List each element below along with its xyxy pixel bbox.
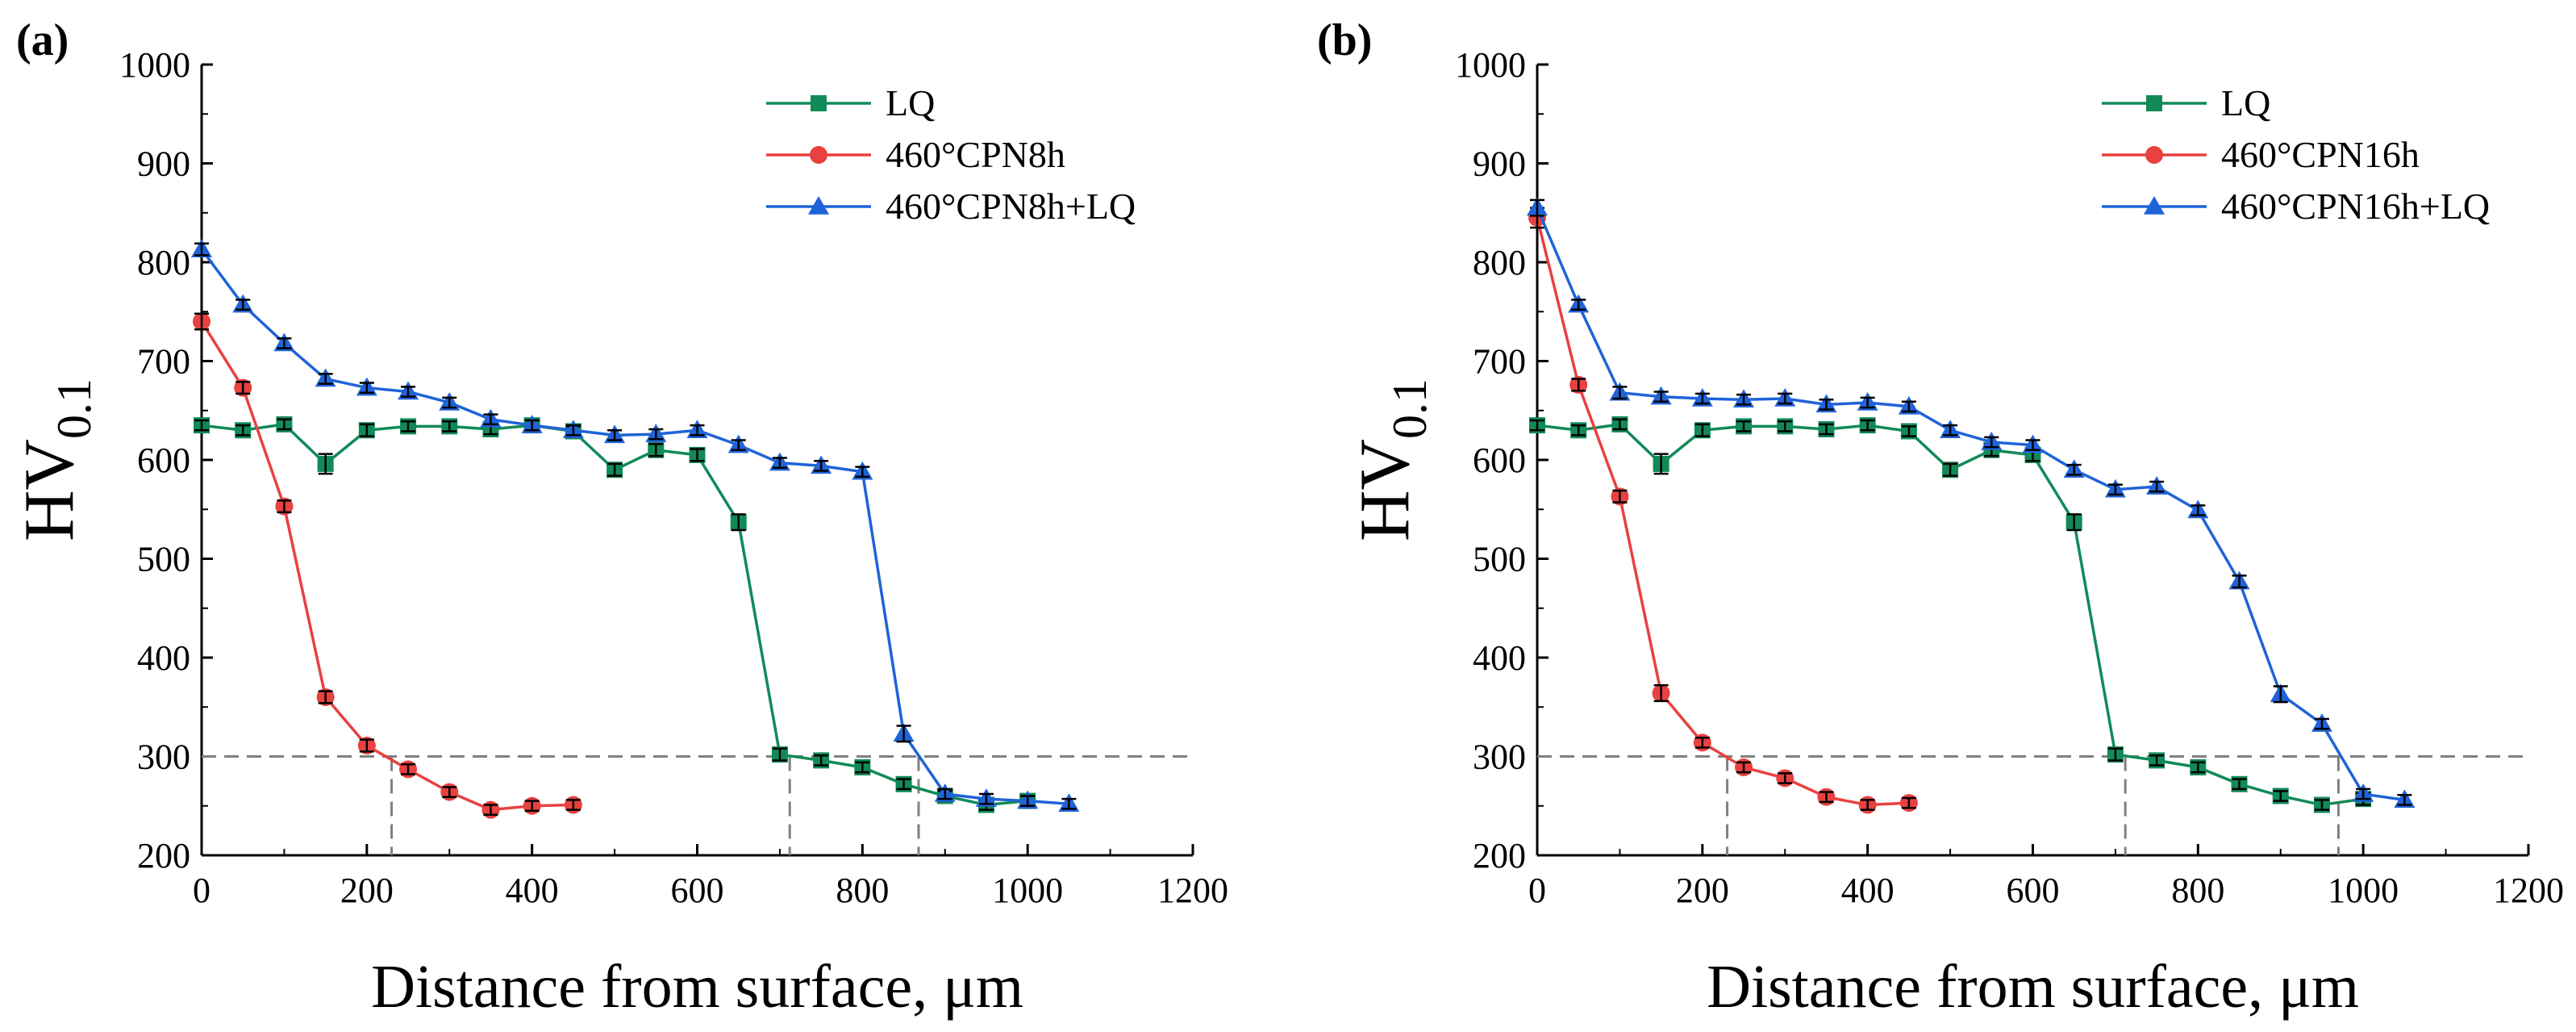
y-tick-label: 300	[137, 737, 190, 777]
y-tick-label: 800	[1473, 243, 1526, 282]
series-line	[200, 320, 573, 812]
y-tick-label: 400	[137, 638, 190, 678]
legend-item: 460°CPN8h	[766, 134, 1065, 175]
legend-item: 460°CPN8h+LQ	[766, 186, 1136, 227]
series-circle	[193, 312, 582, 819]
series-line	[1536, 423, 2364, 807]
legend-item: 460°CPN16h	[2102, 134, 2420, 175]
x-tick-label: 800	[836, 871, 889, 910]
legend-marker-circle	[810, 146, 827, 164]
x-tick-label: 600	[2007, 871, 2060, 910]
series-circle	[1528, 207, 1918, 814]
legend-label: LQ	[886, 82, 935, 123]
y-tick-label: 300	[1473, 737, 1526, 777]
legend-marker-square	[2146, 95, 2162, 111]
x-tick-label: 1200	[2493, 871, 2564, 910]
y-tick-label: 1000	[1455, 45, 1526, 85]
legend-marker-triangle	[808, 196, 829, 215]
y-tick-label: 500	[137, 540, 190, 579]
y-axis-label: HV0.1	[1346, 378, 1436, 541]
legend-label: LQ	[2221, 82, 2270, 123]
y-tick-label: 900	[1473, 144, 1526, 184]
series-line	[1536, 217, 1909, 807]
x-tick-label: 400	[1841, 871, 1894, 910]
legend-marker-triangle	[2144, 196, 2165, 215]
legend-item: 460°CPN16h+LQ	[2102, 186, 2490, 227]
y-tick-label: 200	[1473, 836, 1526, 875]
x-tick-label: 0	[1528, 871, 1546, 910]
x-tick-label: 0	[193, 871, 210, 910]
legend: LQ 460°CPN16h 460°CPN16h+LQ	[2102, 82, 2490, 227]
x-tick-label: 1000	[992, 871, 1063, 910]
panel-label: (b)	[1317, 15, 1372, 65]
x-tick-label: 600	[671, 871, 724, 910]
y-tick-label: 200	[137, 836, 190, 875]
y-tick-label: 500	[1473, 540, 1526, 579]
legend-label: 460°CPN8h+LQ	[886, 186, 1136, 227]
series-triangle	[191, 239, 1080, 813]
series-line	[1536, 207, 2405, 802]
y-tick-label: 900	[137, 144, 190, 184]
legend-label: 460°CPN16h	[2221, 134, 2420, 175]
x-axis-label: Distance from surface, μm	[371, 953, 1023, 1021]
y-tick-label: 600	[1473, 441, 1526, 480]
series-triangle	[1527, 197, 2416, 808]
y-tick-label: 700	[1473, 342, 1526, 382]
x-axis-label: Distance from surface, μm	[1707, 953, 2359, 1021]
legend: LQ 460°CPN8h 460°CPN8h+LQ	[766, 82, 1136, 227]
y-tick-label: 1000	[119, 45, 190, 85]
x-tick-label: 1200	[1157, 871, 1228, 910]
x-tick-label: 200	[340, 871, 394, 910]
series-line	[201, 423, 1028, 807]
legend-label: 460°CPN8h	[886, 134, 1065, 175]
legend-label: 460°CPN16h+LQ	[2221, 186, 2490, 227]
y-tick-label: 700	[137, 342, 190, 382]
legend-item: LQ	[766, 82, 935, 123]
x-tick-label: 1000	[2328, 871, 2399, 910]
x-tick-label: 400	[506, 871, 559, 910]
series-line	[200, 249, 1069, 806]
x-tick-label: 800	[2171, 871, 2224, 910]
series-square	[194, 416, 1036, 813]
y-tick-label: 800	[137, 243, 190, 282]
legend-marker-square	[811, 95, 827, 111]
x-tick-label: 200	[1676, 871, 1729, 910]
panel-label: (a)	[16, 15, 69, 65]
y-axis-label: HV0.1	[10, 378, 101, 541]
legend-marker-circle	[2145, 146, 2163, 164]
series-square	[1529, 416, 2372, 813]
y-tick-label: 600	[137, 441, 190, 480]
legend-item: LQ	[2102, 82, 2270, 123]
y-tick-label: 400	[1473, 638, 1526, 678]
